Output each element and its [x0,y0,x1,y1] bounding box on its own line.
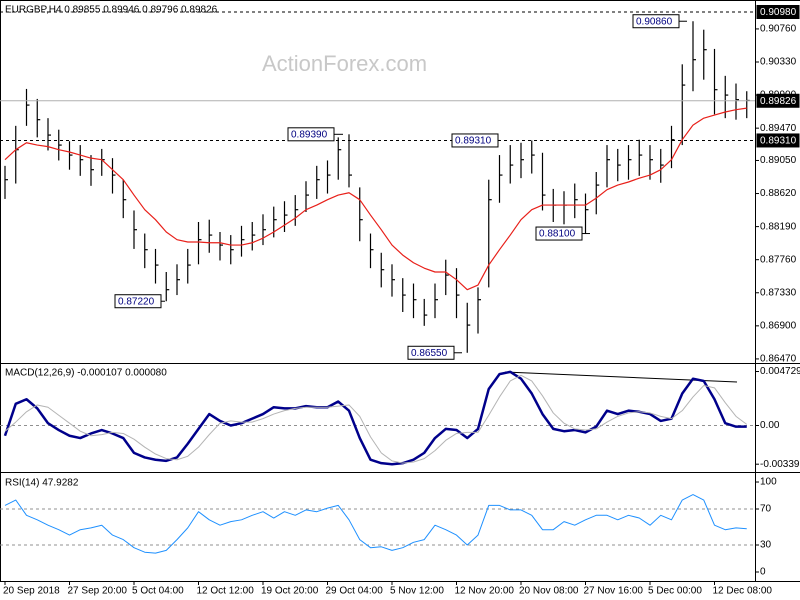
y-tick-label: -0.003391 [760,459,800,470]
y-tick-label: 100 [760,477,777,488]
panel-title: RSI(14) 47.9282 [5,478,79,489]
x-tick-label: 12 Nov 20:00 [455,586,515,597]
annotation-label: 0.87220 [118,296,155,307]
annotation-box [114,294,162,309]
panel-title: EURGBP,H4 0.89855 0.89946 0.89796 0.8982… [5,5,218,16]
x-tick-label: 29 Oct 04:00 [326,586,384,597]
y-tick-label: 70 [760,504,772,515]
level-label: 0.89310 [760,136,797,147]
y-tick-label: 0.87330 [760,287,797,298]
x-tick-label: 5 Oct 04:00 [132,586,184,597]
indicator-line [4,374,748,464]
y-tick-label: 0.86900 [760,320,797,331]
y-tick-label: 0.88190 [760,221,797,232]
indicator-line [4,494,747,554]
annotation-label: 0.88100 [539,229,576,240]
panel-title: MACD(12,26,9) -0.000107 0.000080 [5,368,167,379]
x-tick-label: 27 Sep 20:00 [68,586,128,597]
annotation-box [535,226,583,241]
x-tick-label: 12 Oct 12:00 [197,586,255,597]
level-label-box [756,133,800,148]
annotation-label: 0.89310 [455,136,492,147]
last-price-label: 0.89826 [760,96,797,107]
annotation-label: 0.89390 [291,129,328,140]
last-price-label-box [756,93,800,108]
y-tick-label: 0.89050 [760,155,797,166]
level-label-box [756,5,800,19]
annotation-label: 0.90860 [636,16,673,27]
x-tick-label: 19 Oct 20:00 [261,586,319,597]
annotation-label: 0.86550 [411,348,448,359]
y-tick-label: 0.89470 [760,123,797,134]
y-tick-label: 0.00 [760,420,780,431]
annotation-box [287,127,335,142]
y-tick-label: 0.90760 [760,24,797,35]
moving-average [4,107,747,291]
x-tick-label: 5 Nov 12:00 [390,586,444,597]
x-tick-label: 12 Dec 08:00 [713,586,773,597]
y-tick-label: 0.004729 [760,366,800,377]
x-tick-label: 27 Nov 16:00 [584,586,644,597]
annotation-box [407,345,455,360]
annotation-box [632,14,680,29]
watermark: ActionForex.com [262,51,427,76]
level-label: 0.90980 [760,7,797,18]
y-tick-label: 30 [760,540,772,551]
x-tick-label: 20 Sep 2018 [3,586,60,597]
y-tick-label: 0.87760 [760,254,797,265]
x-tick-label: 20 Nov 08:00 [519,586,579,597]
y-tick-label: 0.86470 [760,354,797,365]
annotation-box [451,133,499,148]
y-tick-label: 0.88620 [760,188,797,199]
y-tick-label: 0.90330 [760,57,797,68]
x-tick-label: 5 Dec 00:00 [648,586,702,597]
indicator-line [3,370,747,466]
y-tick-label: 0 [760,567,766,578]
